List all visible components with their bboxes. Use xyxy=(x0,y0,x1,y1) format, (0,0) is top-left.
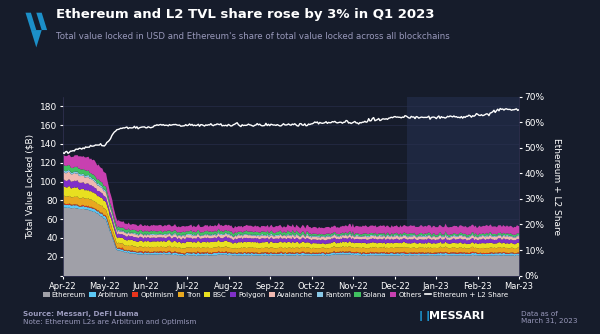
Text: Total value locked in USD and Ethereum's share of total value locked across all : Total value locked in USD and Ethereum's… xyxy=(56,32,449,41)
Y-axis label: Total Value Locked ($B): Total Value Locked ($B) xyxy=(26,134,35,239)
Polygon shape xyxy=(36,13,47,30)
Text: MESSARI: MESSARI xyxy=(429,311,484,321)
Polygon shape xyxy=(31,30,42,47)
Legend: Ethereum, Arbitrum, Optimism, Tron, BSC, Polygon, Avalanche, Fantom, Solana, Oth: Ethereum, Arbitrum, Optimism, Tron, BSC,… xyxy=(41,289,511,301)
Text: Ethereum and L2 TVL share rose by 3% in Q1 2023: Ethereum and L2 TVL share rose by 3% in … xyxy=(56,8,434,21)
Polygon shape xyxy=(25,13,36,30)
Text: ❙❙: ❙❙ xyxy=(417,311,433,321)
Text: Note: Ethereum L2s are Arbitrum and Optimism: Note: Ethereum L2s are Arbitrum and Opti… xyxy=(23,319,196,325)
Text: Data as of
March 31, 2023: Data as of March 31, 2023 xyxy=(521,311,577,324)
Text: Source: Messari, DeFi Llama: Source: Messari, DeFi Llama xyxy=(23,311,139,317)
Bar xyxy=(407,97,519,276)
Y-axis label: Ethereum + L2 Share: Ethereum + L2 Share xyxy=(553,138,562,235)
